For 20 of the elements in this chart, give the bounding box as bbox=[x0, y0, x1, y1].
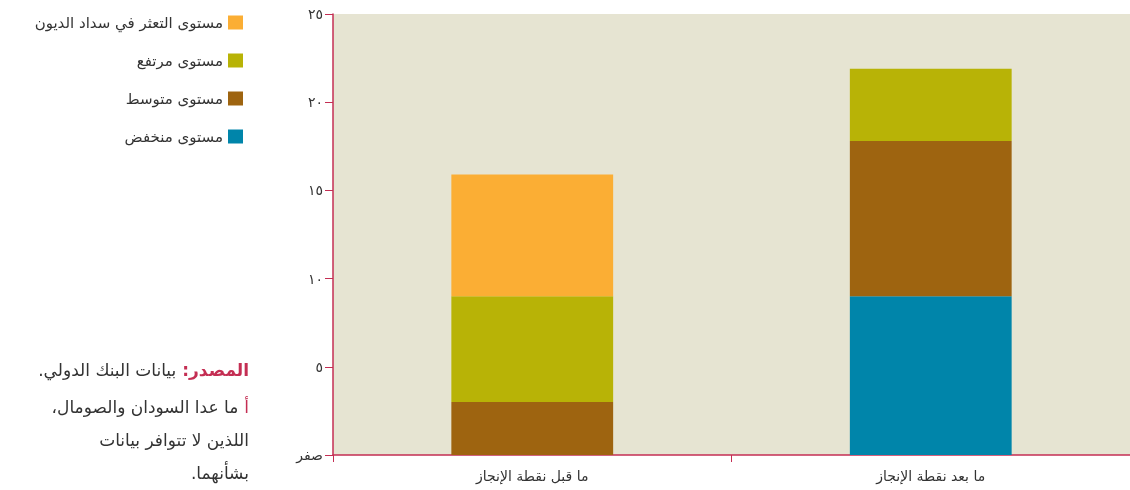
y-tick-label: ١٥ bbox=[307, 182, 323, 199]
y-tick-label: ٥ bbox=[315, 358, 323, 375]
y-tick-label: صفر bbox=[295, 447, 323, 464]
legend-label: مستوى التعثر في سداد الديون bbox=[34, 13, 223, 33]
bar bbox=[849, 141, 1012, 297]
y-tick-label: ١٠ bbox=[307, 270, 323, 287]
legend-label: مستوى منخفض bbox=[124, 127, 223, 146]
bar bbox=[451, 402, 614, 455]
bar bbox=[451, 296, 614, 403]
bar bbox=[849, 68, 1012, 142]
bar bbox=[451, 174, 614, 297]
x-tick-label: ما بعد نقطة الإنجاز bbox=[875, 468, 986, 485]
text: أ ما عدا السودان والصومال، اللذين لا تتوافر بيانات بشأنهما. bbox=[50, 395, 249, 486]
x-tick-label: ما قبل نقطة الإنجاز bbox=[475, 468, 589, 485]
y-tick-label: ٢٠ bbox=[307, 94, 323, 111]
legend-label: مستوى متوسط bbox=[125, 89, 223, 108]
y-tick-label: ٢٥ bbox=[307, 6, 323, 22]
text: المصدر: بيانات البنك الدولي. bbox=[37, 359, 249, 383]
legend-label: مستوى مرتفع bbox=[136, 51, 223, 70]
bar bbox=[849, 296, 1012, 455]
